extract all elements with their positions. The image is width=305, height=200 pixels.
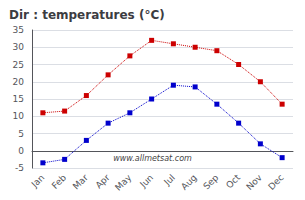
svg-text:20: 20 <box>13 77 25 87</box>
svg-text:Apr: Apr <box>94 172 112 190</box>
svg-text:Oct: Oct <box>224 172 242 190</box>
svg-text:15: 15 <box>13 94 24 104</box>
svg-text:Dec: Dec <box>266 172 285 191</box>
svg-text:Jul: Jul <box>161 172 176 187</box>
svg-text:-5: -5 <box>15 163 24 173</box>
svg-text:30: 30 <box>13 42 25 52</box>
svg-text:www.allmetsat.com: www.allmetsat.com <box>113 154 192 163</box>
svg-text:0: 0 <box>18 146 24 156</box>
svg-text:25: 25 <box>13 60 24 70</box>
svg-text:35: 35 <box>13 25 24 35</box>
svg-text:Sep: Sep <box>201 172 220 191</box>
svg-text:Aug: Aug <box>179 172 198 191</box>
svg-text:Mar: Mar <box>71 172 90 191</box>
svg-text:Feb: Feb <box>50 172 69 191</box>
svg-text:Nov: Nov <box>244 172 264 192</box>
svg-text:Jun: Jun <box>137 172 155 190</box>
svg-text:Jan: Jan <box>29 172 47 190</box>
svg-text:May: May <box>113 172 134 193</box>
svg-text:Dir : temperatures (°C): Dir : temperatures (°C) <box>9 8 165 22</box>
svg-text:10: 10 <box>13 111 25 121</box>
svg-text:5: 5 <box>18 129 24 139</box>
